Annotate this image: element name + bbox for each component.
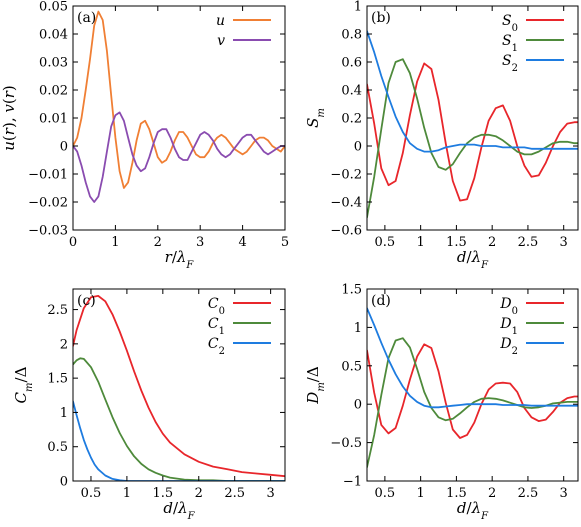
- x-tick-label: 3: [266, 486, 274, 501]
- y-tick-label: 0.04: [39, 28, 68, 43]
- y-tick-label: −0.03: [28, 224, 68, 239]
- x-tick-label: 1.5: [446, 486, 467, 501]
- y-tick-label: 0: [60, 475, 68, 490]
- legend-label: S0: [502, 13, 518, 34]
- y-tick-label: 0.5: [341, 359, 362, 374]
- x-tick-label: 3: [560, 486, 568, 501]
- x-tick-label: 3: [196, 235, 204, 250]
- y-tick-label: 1: [60, 406, 68, 421]
- x-tick-label: 1.5: [446, 235, 467, 250]
- x-axis-label: d/λF: [457, 248, 489, 271]
- x-tick-label: 0.5: [375, 486, 396, 501]
- x-tick-label: 2.5: [224, 486, 245, 501]
- x-tick-label: 1: [123, 486, 131, 501]
- x-tick-label: 0.5: [375, 235, 396, 250]
- y-tick-label: 0.6: [341, 56, 362, 71]
- y-tick-label: 2: [60, 337, 68, 352]
- x-tick-label: 2: [195, 486, 203, 501]
- legend-label: S2: [502, 53, 518, 74]
- panel-a: 0 1 2 3 4 5 −0.03 −0.02 −0.01 0 0.01 0.02 0.03 0.04 0.…: [0, 0, 289, 271]
- panel-tag: (d): [371, 293, 391, 309]
- legend-label: D2: [499, 336, 518, 357]
- y-axis-label: u(r), v(r): [0, 85, 18, 150]
- y-axis-label: Sm: [304, 108, 327, 128]
- panel-c: 0.5 1 1.5 2 2.5 3 0 0.5 1 1.5 2 2.5 d/λF Cm/Δ (c) C0C1C…: [12, 288, 286, 522]
- x-tick-label: 4: [238, 235, 246, 250]
- y-tick-label: −0.4: [330, 196, 362, 211]
- y-tick-label: 0.4: [341, 84, 362, 99]
- panel-tag: (b): [371, 10, 391, 26]
- plot-frame: [72, 288, 286, 482]
- x-tick-label: 5: [281, 235, 289, 250]
- y-tick-label: 1: [354, 321, 362, 336]
- y-axis-label: Cm/Δ: [12, 366, 35, 403]
- x-axis-label: d/λF: [163, 499, 195, 522]
- y-tick-label: 1: [354, 0, 362, 15]
- legend-label: C0: [208, 296, 225, 317]
- series-line-d1: [367, 337, 578, 469]
- y-tick-label: −0.5: [330, 436, 362, 451]
- y-tick-label: 0.2: [341, 112, 362, 127]
- x-tick-label: 1: [417, 235, 425, 250]
- y-tick-label: 0.03: [39, 56, 68, 71]
- series-line-v: [73, 111, 285, 203]
- x-tick-label: 2.5: [518, 486, 539, 501]
- legend-label: C2: [208, 336, 225, 357]
- y-tick-label: −0.2: [330, 168, 362, 183]
- y-tick-label: 0.05: [39, 0, 68, 15]
- x-axis-label: d/λF: [457, 499, 489, 522]
- legend-label: u: [216, 13, 225, 29]
- x-tick-label: 1.5: [152, 486, 173, 501]
- x-tick-label: 2.5: [518, 235, 539, 250]
- y-tick-label: −0.02: [28, 196, 68, 211]
- x-tick-label: 1: [417, 486, 425, 501]
- legend-label: C1: [208, 316, 225, 337]
- y-tick-label: 0.8: [341, 28, 362, 43]
- y-tick-label: 2.5: [47, 303, 68, 318]
- series-line-c1: [73, 357, 285, 481]
- series-line-d0: [367, 343, 578, 439]
- y-axis-label: Dm/Δ: [304, 366, 327, 405]
- panel-tag: (a): [77, 10, 96, 26]
- y-tick-label: 1.5: [47, 372, 68, 387]
- y-tick-label: −0.6: [330, 224, 362, 239]
- plot-frame: [366, 288, 579, 482]
- legend-label: D0: [499, 296, 518, 317]
- series-line-u: [73, 10, 285, 189]
- y-tick-label: −1: [343, 475, 362, 490]
- y-tick-label: 0.5: [47, 440, 68, 455]
- x-tick-label: 0: [69, 235, 77, 250]
- y-tick-label: 0.02: [39, 84, 68, 99]
- panel-b: 0.5 1 1.5 2 2.5 3 −0.6 −0.4 −0.2 0 0.2 0.4 0.6 0.8 1 d/…: [304, 0, 579, 271]
- series-line-c2: [73, 400, 285, 481]
- series-line-s2: [367, 30, 578, 153]
- series-line-s1: [367, 58, 578, 219]
- series-line-c0: [73, 295, 285, 478]
- x-tick-label: 3: [560, 235, 568, 250]
- x-tick-label: 1: [111, 235, 119, 250]
- x-axis-label: r/λF: [165, 248, 195, 271]
- legend-label: D1: [499, 316, 518, 337]
- y-tick-label: 1.5: [341, 283, 362, 298]
- x-tick-label: 2: [154, 235, 162, 250]
- legend-label: v: [217, 33, 225, 49]
- y-tick-label: 0: [354, 140, 362, 155]
- x-tick-label: 2: [488, 486, 496, 501]
- y-tick-label: 0: [354, 398, 362, 413]
- y-tick-label: 0.01: [39, 112, 68, 127]
- y-tick-label: −0.01: [28, 168, 68, 183]
- panel-tag: (c): [77, 293, 96, 309]
- series-line-d2: [367, 307, 578, 409]
- x-tick-label: 0.5: [81, 486, 102, 501]
- legend-label: S1: [502, 33, 518, 54]
- x-tick-label: 2: [488, 235, 496, 250]
- y-tick-label: 0: [60, 140, 68, 155]
- series-line-s0: [367, 62, 578, 202]
